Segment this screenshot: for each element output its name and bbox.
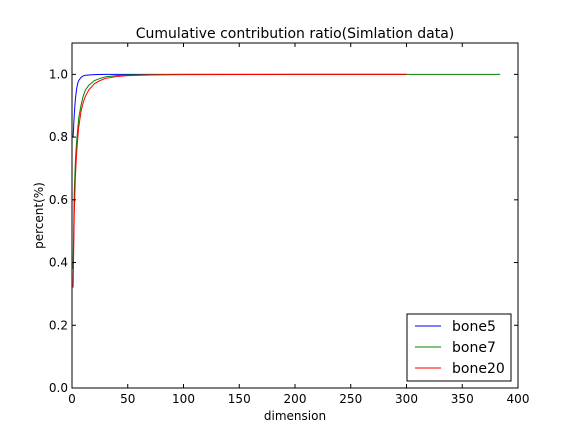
series-line-bone20 xyxy=(72,73,407,288)
x-tick-label: 250 xyxy=(339,392,362,406)
series-layer xyxy=(72,73,501,288)
legend-label-bone20: bone20 xyxy=(452,361,505,377)
chart-title: Cumulative contribution ratio(Simlation … xyxy=(136,26,455,42)
y-tick-label: 1.0 xyxy=(49,67,68,81)
x-axis: 0 50 100 150 200 250 300 350 400 xyxy=(68,43,529,406)
legend-label-bone7: bone7 xyxy=(452,340,496,356)
legend: bone5 bone7 bone20 xyxy=(406,313,512,382)
series-line-bone5 xyxy=(72,73,407,138)
y-tick-label: 0.2 xyxy=(49,318,68,332)
x-tick-label: 400 xyxy=(507,392,530,406)
x-tick-label: 200 xyxy=(284,392,307,406)
x-tick-label: 350 xyxy=(451,392,474,406)
y-axis-label: percent(%) xyxy=(32,182,46,249)
y-tick-label: 0.4 xyxy=(49,256,68,270)
y-tick-label: 0.6 xyxy=(49,193,68,207)
x-tick-label: 0 xyxy=(68,392,76,406)
series-line-bone7 xyxy=(72,73,501,269)
x-axis-label: dimension xyxy=(264,409,326,423)
x-tick-label: 100 xyxy=(172,392,195,406)
x-tick-label: 300 xyxy=(395,392,418,406)
y-axis: 0.0 0.2 0.4 0.6 0.8 1.0 xyxy=(49,67,518,395)
x-tick-label: 50 xyxy=(120,392,135,406)
x-tick-label: 150 xyxy=(228,392,251,406)
legend-label-bone5: bone5 xyxy=(452,319,496,335)
y-tick-label: 0.0 xyxy=(49,381,68,395)
y-tick-label: 0.8 xyxy=(49,130,68,144)
